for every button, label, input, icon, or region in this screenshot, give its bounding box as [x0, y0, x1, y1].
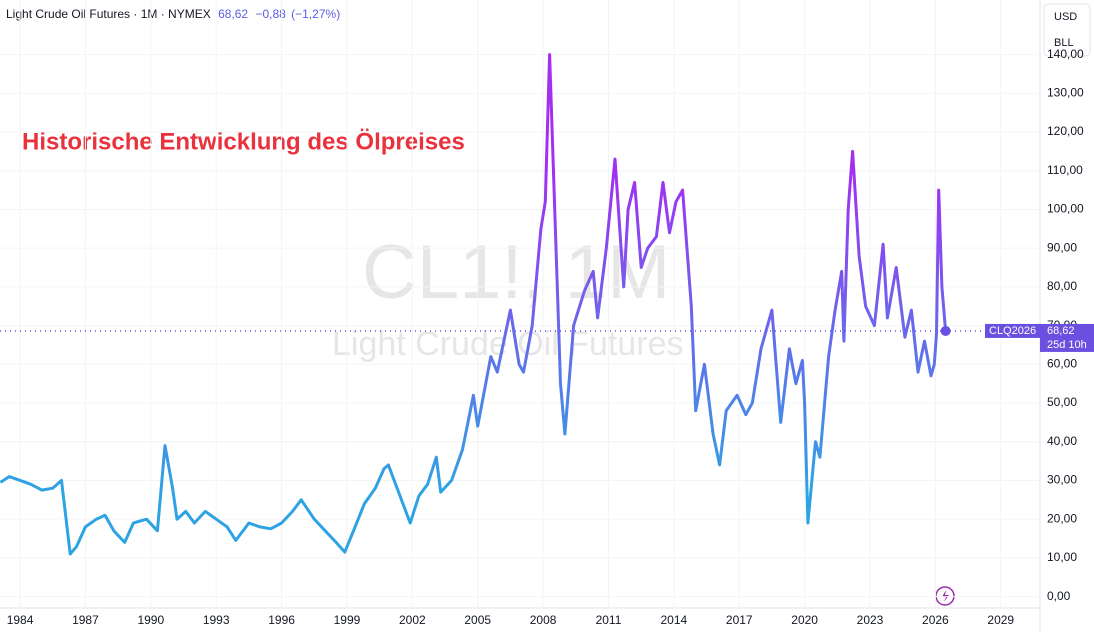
y-tick-label: 110,00 [1047, 163, 1083, 177]
price-line [0, 53, 948, 556]
x-tick-label: 2014 [661, 613, 688, 627]
last-price-box [1040, 323, 1094, 352]
x-tick-label: 2023 [857, 613, 884, 627]
header-title: Light Crude Oil Futures · 1M · NYMEX 68,… [6, 7, 340, 21]
last-symbol-box [985, 323, 1040, 338]
annotation: Historische Entwicklung des Ölpreises [22, 128, 465, 155]
y-tick-label: 100,00 [1047, 202, 1084, 216]
x-tick-label: 2020 [791, 613, 818, 627]
y-tick-label: 120,00 [1047, 124, 1084, 138]
y-tick-label: 0,00 [1047, 589, 1071, 603]
button[interactable]: BLL [1054, 37, 1074, 49]
x-tick-label: 1987 [72, 613, 99, 627]
x-tick-label: 2026 [922, 613, 949, 627]
last-point [940, 325, 951, 336]
x-tick-label: 2002 [399, 613, 426, 627]
x-tick-label: 2017 [726, 613, 753, 627]
y-tick-label: 80,00 [1047, 279, 1077, 293]
y-tick-label: 10,00 [1047, 550, 1077, 564]
x-tick-label: 1993 [203, 613, 230, 627]
y-tick-label: 60,00 [1047, 356, 1077, 370]
last-symbol: CLQ2026 [989, 325, 1036, 337]
watermark-symbol: CL1!, 1M [362, 230, 670, 315]
x-tick-label: 1996 [268, 613, 295, 627]
y-tick-label: 130,00 [1047, 85, 1084, 99]
y-tick-label: 20,00 [1047, 511, 1077, 525]
y-tick-label: 90,00 [1047, 240, 1077, 254]
x-tick-label: 1984 [7, 613, 34, 627]
x-tick-label: 2011 [596, 613, 622, 627]
x-tick-label: 1999 [334, 613, 361, 627]
x-tick-label: 2005 [464, 613, 491, 627]
countdown: 25d 10h [1047, 339, 1087, 351]
y-tick-label: 140,00 [1047, 47, 1084, 61]
y-tick-label: 40,00 [1047, 434, 1077, 448]
y-tick-label: 50,00 [1047, 395, 1077, 409]
last-price: 68,62 [1047, 325, 1075, 337]
unit-box[interactable] [1043, 3, 1091, 57]
x-tick-label: 2008 [530, 613, 557, 627]
y-tick-label: 30,00 [1047, 473, 1077, 487]
lightning-glyph [942, 590, 949, 602]
x-tick-label: 1990 [137, 613, 164, 627]
button[interactable]: USD [1054, 11, 1077, 23]
x-tick-label: 2029 [987, 613, 1014, 627]
